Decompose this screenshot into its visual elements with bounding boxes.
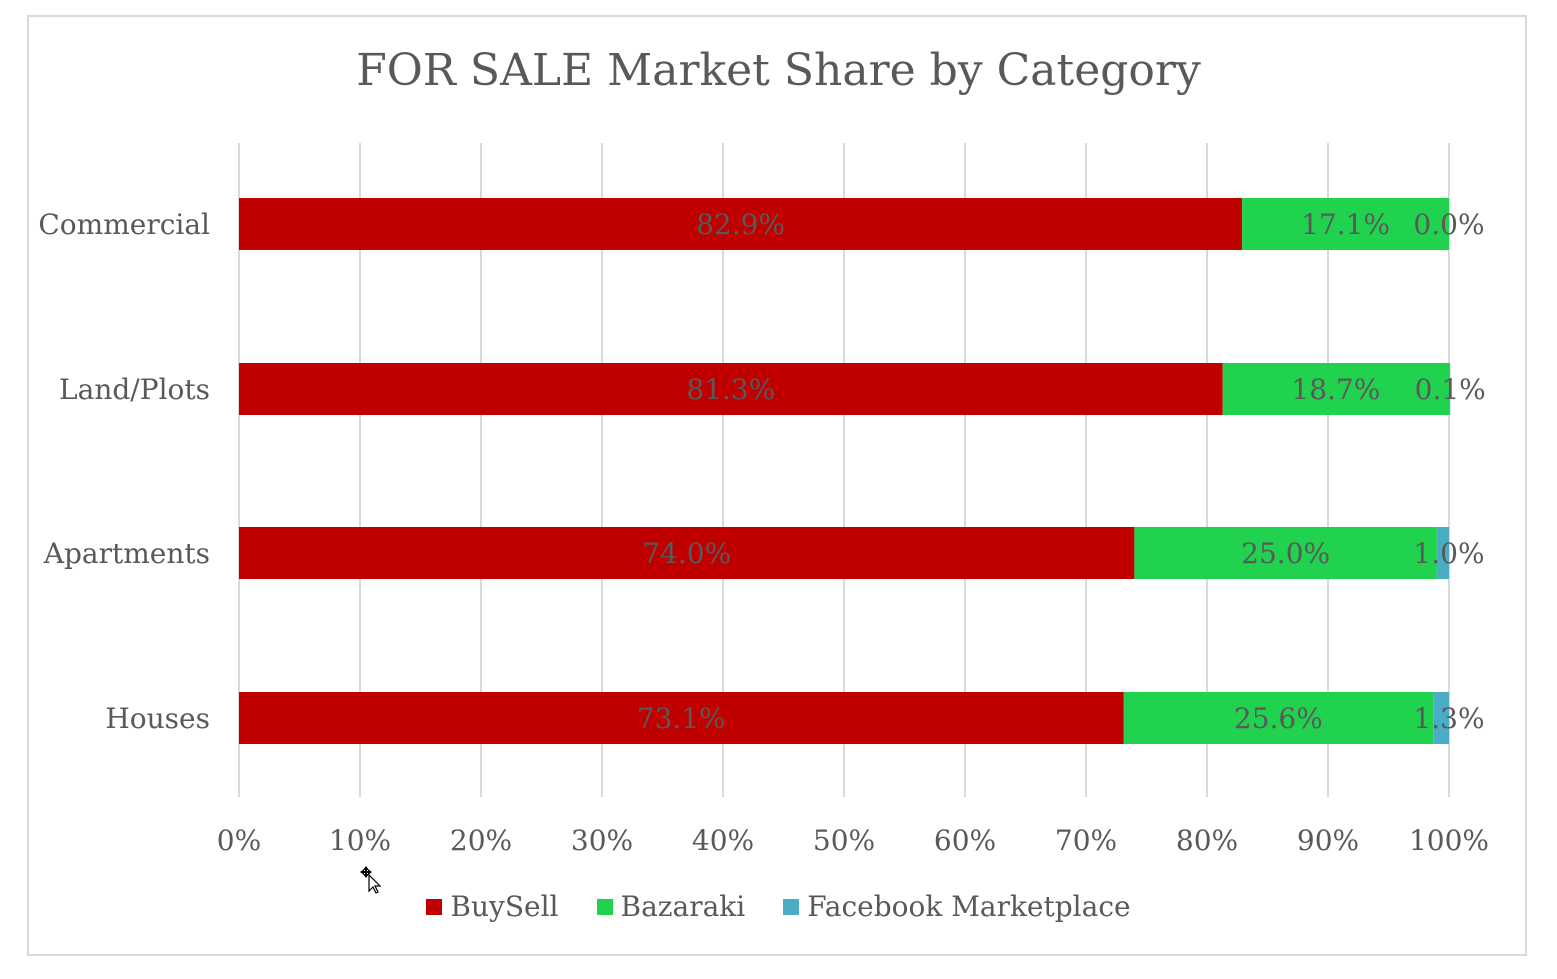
data-label: 18.7% xyxy=(1291,373,1380,406)
x-tick-label: 0% xyxy=(217,824,261,857)
x-tick-label: 50% xyxy=(813,824,875,857)
x-tick-label: 10% xyxy=(329,824,391,857)
data-label: 0.0% xyxy=(1413,208,1484,241)
legend-item-bazaraki: Bazaraki xyxy=(596,890,746,923)
bar-segment-bazaraki xyxy=(1123,692,1434,744)
bar-segment-buysell xyxy=(239,692,1124,744)
bar-segment-facebook-marketplace xyxy=(1449,363,1451,415)
chart-title: FOR SALE Market Share by Category xyxy=(356,45,1201,96)
bar-segment-buysell xyxy=(239,363,1223,415)
category-label: Land/Plots xyxy=(59,373,210,406)
category-label: Commercial xyxy=(38,208,210,241)
x-tick-label: 80% xyxy=(1176,824,1238,857)
data-label: 74.0% xyxy=(642,537,731,570)
data-label: 1.3% xyxy=(1413,702,1484,735)
x-tick-label: 30% xyxy=(571,824,633,857)
bar-segment-buysell xyxy=(239,527,1135,579)
data-label: 82.9% xyxy=(696,208,785,241)
legend-item-facebook: Facebook Marketplace xyxy=(783,890,1131,923)
data-label: 25.0% xyxy=(1241,537,1330,570)
chart-area xyxy=(27,15,1527,956)
data-label: 25.6% xyxy=(1234,702,1323,735)
legend-swatch-bazaraki xyxy=(596,898,613,915)
bar-segment-bazaraki xyxy=(1222,363,1449,415)
category-label: Apartments xyxy=(43,537,210,570)
legend-swatch-buysell xyxy=(426,898,443,915)
bar-segment-buysell xyxy=(239,198,1243,250)
move-cursor-icon xyxy=(360,866,382,894)
x-tick-label: 60% xyxy=(934,824,996,857)
legend: BuySell Bazaraki Facebook Marketplace xyxy=(0,890,1557,923)
legend-item-buysell: BuySell xyxy=(426,890,559,923)
x-tick-label: 90% xyxy=(1297,824,1359,857)
x-tick-label: 40% xyxy=(692,824,754,857)
bar-segment-facebook-marketplace xyxy=(1433,692,1449,744)
legend-label: Bazaraki xyxy=(620,890,746,923)
x-tick-label: 100% xyxy=(1409,824,1489,857)
legend-label: Facebook Marketplace xyxy=(807,890,1131,923)
x-tick-label: 70% xyxy=(1055,824,1117,857)
bar-segment-bazaraki xyxy=(1242,198,1449,250)
data-label: 0.1% xyxy=(1415,373,1486,406)
data-label: 1.0% xyxy=(1413,537,1484,570)
bar-segment-bazaraki xyxy=(1134,527,1437,579)
legend-swatch-facebook xyxy=(783,898,800,915)
x-tick-label: 20% xyxy=(450,824,512,857)
category-label: Houses xyxy=(105,702,210,735)
bar-segment-facebook-marketplace xyxy=(1436,527,1449,579)
data-label: 81.3% xyxy=(686,373,775,406)
data-label: 17.1% xyxy=(1301,208,1390,241)
data-label: 73.1% xyxy=(637,702,726,735)
legend-label: BuySell xyxy=(450,890,559,923)
